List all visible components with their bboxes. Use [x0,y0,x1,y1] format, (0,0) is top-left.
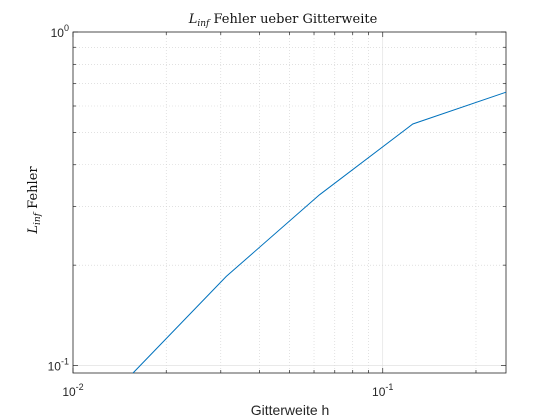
series-layer [132,91,507,374]
grid-lines [72,31,506,373]
x-tick-label: 10-1 [372,382,393,399]
x-axis-label: Gitterweite h [251,402,330,418]
x-tick-label: 10-2 [62,382,83,399]
y-tick-label: 10-1 [48,357,69,374]
chart-title: Linf Fehler ueber Gitterweite [188,12,378,29]
y-axis-label: Linf Fehler [26,166,43,235]
y-tick-label: 100 [51,23,69,40]
series-line [132,91,507,374]
axis-ticks [72,31,506,373]
tick-labels: 10-2 10-1 10-1 100 [48,23,394,399]
